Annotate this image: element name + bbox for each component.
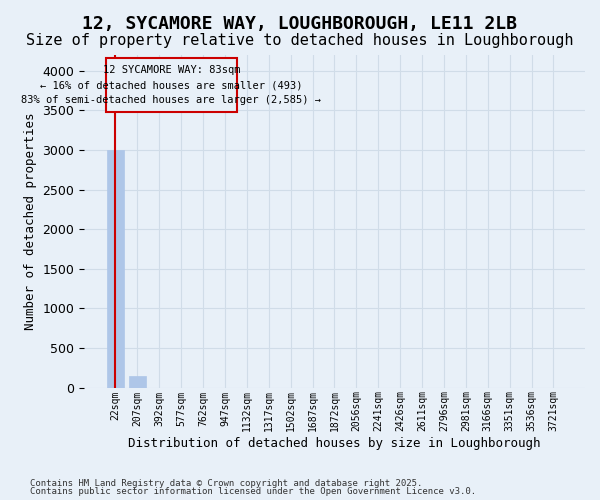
Y-axis label: Number of detached properties: Number of detached properties [24,112,37,330]
FancyBboxPatch shape [106,58,237,112]
Bar [128,376,146,388]
Text: Size of property relative to detached houses in Loughborough: Size of property relative to detached ho… [26,32,574,48]
Text: 12 SYCAMORE WAY: 83sqm
← 16% of detached houses are smaller (493)
83% of semi-de: 12 SYCAMORE WAY: 83sqm ← 16% of detached… [21,66,321,105]
Text: Contains public sector information licensed under the Open Government Licence v3: Contains public sector information licen… [30,487,476,496]
X-axis label: Distribution of detached houses by size in Loughborough: Distribution of detached houses by size … [128,437,541,450]
Bar [107,150,124,388]
Text: 12, SYCAMORE WAY, LOUGHBOROUGH, LE11 2LB: 12, SYCAMORE WAY, LOUGHBOROUGH, LE11 2LB [83,15,517,33]
Text: Contains HM Land Registry data © Crown copyright and database right 2025.: Contains HM Land Registry data © Crown c… [30,478,422,488]
